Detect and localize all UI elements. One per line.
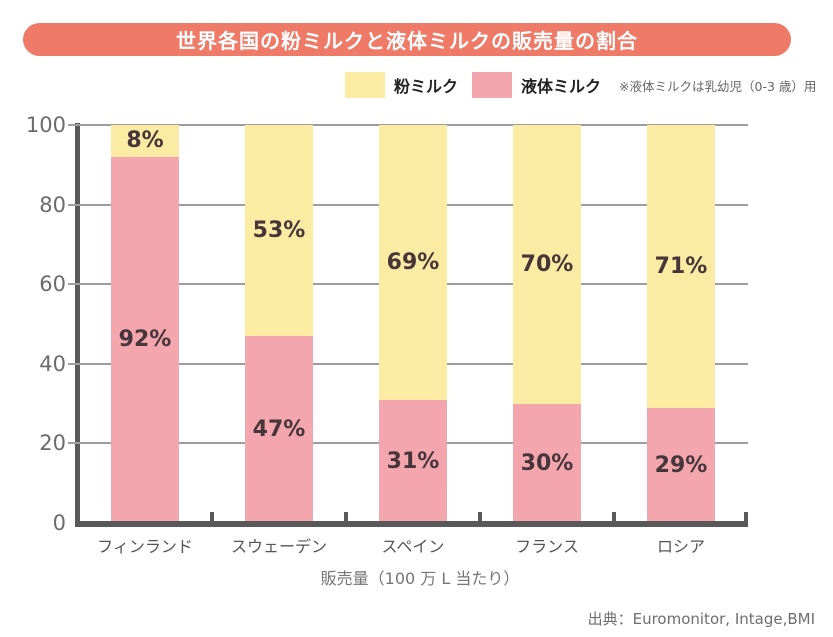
chart-title: 世界各国の粉ミルクと液体ミルクの販売量の割合 [176,29,638,53]
x-axis-end-tick [744,512,748,523]
y-tick-label-40: 40 [39,351,66,376]
y-tick-label-60: 60 [39,272,66,297]
legend: 粉ミルク 液体ミルク ※液体ミルクは乳幼児（0-3 歳）用 [345,71,816,99]
category-label-フィンランド: フィンランド [97,537,193,556]
value-label: 31% [386,448,440,474]
y-tick-label-0: 0 [52,511,66,535]
y-tick-label-20: 20 [39,431,66,456]
bar-segment-液体ミルク: 47% [245,335,313,523]
bar-segment-液体ミルク: 29% [647,407,715,523]
legend-label-liquid-milk: 液体ミルク [521,77,602,96]
bar-segment-液体ミルク: 30% [513,403,581,523]
value-label: 30% [520,450,574,476]
bar-スウェーデン: 53% 47% [245,125,313,523]
bar-スペイン: 69% 31% [379,125,447,523]
value-label: 69% [386,249,440,275]
y-axis-line [75,123,80,527]
y-tick-label-80: 80 [39,192,66,217]
bar-segment-粉ミルク: 71% [647,125,715,408]
category-label-スペイン: スペイン [381,537,445,556]
bar-segment-粉ミルク: 69% [379,125,447,400]
value-label: 47% [252,416,306,442]
bar-ロシア: 71% 29% [647,125,715,523]
x-axis-tick [612,512,616,523]
bar-segment-液体ミルク: 31% [379,399,447,523]
value-label: 71% [654,253,708,279]
category-label-スウェーデン: スウェーデン [230,537,327,556]
value-label: 92% [118,327,172,353]
category-label-フランス: フランス [515,537,579,556]
bar-フィンランド: 8% 92% [111,125,179,523]
legend-swatch-liquid-milk [472,72,513,98]
value-label: 53% [252,217,306,243]
bar-segment-液体ミルク: 92% [111,156,179,523]
x-axis-tick [210,512,214,523]
x-axis-tick [478,512,482,523]
category-label-ロシア: ロシア [656,537,705,556]
x-axis-line [75,521,748,527]
value-label: 70% [520,251,574,277]
legend-swatch-powder-milk [345,72,385,98]
plot-area: 8% 92% 53% 47% 69% 31% 70% 30% 71% 29% [68,124,748,523]
x-axis-tick [344,512,348,523]
y-tick-label-100: 100 [25,113,66,137]
value-label: 8% [126,128,164,154]
x-axis-title: 販売量（100 万 L 当たり） [320,569,520,588]
chart-title-bar: 世界各国の粉ミルクと液体ミルクの販売量の割合 [23,23,791,56]
legend-note: ※液体ミルクは乳幼児（0-3 歳）用 [619,78,817,94]
bar-フランス: 70% 30% [513,125,581,523]
source-citation: 出典：Euromonitor, Intage,BMI [587,610,815,628]
bar-segment-粉ミルク: 53% [245,125,313,336]
bar-segment-粉ミルク: 8% [111,125,179,157]
bar-segment-粉ミルク: 70% [513,125,581,404]
legend-label-powder-milk: 粉ミルク [394,77,459,96]
value-label: 29% [654,452,708,478]
